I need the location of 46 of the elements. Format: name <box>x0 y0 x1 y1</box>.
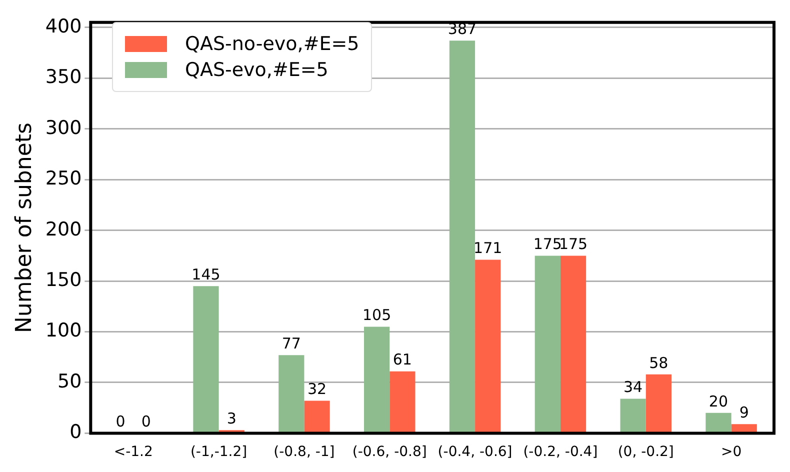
x-tick-label: (0, -0.2] <box>618 444 674 460</box>
y-axis-title: Number of subnets <box>12 122 37 334</box>
bar <box>534 256 560 432</box>
bar <box>560 256 586 432</box>
x-tick-label: (-0.8, -1] <box>274 444 335 460</box>
x-tick-label: (-0.6, -0.8] <box>352 444 427 460</box>
bar <box>304 400 330 432</box>
x-tick-label: >0 <box>720 444 742 460</box>
y-tick-label: 0 <box>70 421 82 444</box>
legend-label: QAS-evo,#E=5 <box>185 59 328 81</box>
y-tick-label: 200 <box>45 218 82 240</box>
y-tick-label: 250 <box>45 168 82 190</box>
data-label: 34 <box>624 378 643 396</box>
data-label: 0 <box>141 412 151 431</box>
bar <box>620 398 646 432</box>
data-label: 77 <box>282 334 301 352</box>
y-tick-label: 50 <box>57 370 82 392</box>
x-tick-label: <-1.2 <box>114 444 153 460</box>
bar <box>475 260 501 432</box>
bar <box>449 40 476 432</box>
data-label: 58 <box>649 354 668 372</box>
bar <box>364 326 390 432</box>
data-label: 0 <box>116 412 126 431</box>
bar <box>278 355 304 432</box>
data-label: 9 <box>739 403 749 422</box>
y-tick-label: 300 <box>45 116 82 139</box>
data-label: 175 <box>533 235 562 254</box>
data-label: 3 <box>226 410 236 428</box>
x-tick-label: (-0.2, -0.4] <box>523 444 598 460</box>
y-tick-label: 350 <box>45 66 82 88</box>
x-tick-label: (-1,-1.2] <box>190 444 248 460</box>
data-label: 105 <box>362 306 392 324</box>
y-tick-label: 150 <box>45 268 82 291</box>
data-label: 61 <box>392 350 412 369</box>
y-tick-label: 100 <box>45 320 82 342</box>
data-label: 145 <box>192 266 220 284</box>
bar <box>706 412 732 432</box>
data-label: 171 <box>474 239 502 258</box>
y-tick-label: 400 <box>45 15 82 38</box>
data-label: 32 <box>307 380 327 398</box>
data-label: 20 <box>708 392 728 410</box>
bar <box>390 371 416 432</box>
legend-label: QAS-no-evo,#E=5 <box>185 33 360 55</box>
bar <box>646 374 672 432</box>
bar <box>193 286 219 432</box>
x-tick-label: (-0.4, -0.6] <box>438 444 512 460</box>
